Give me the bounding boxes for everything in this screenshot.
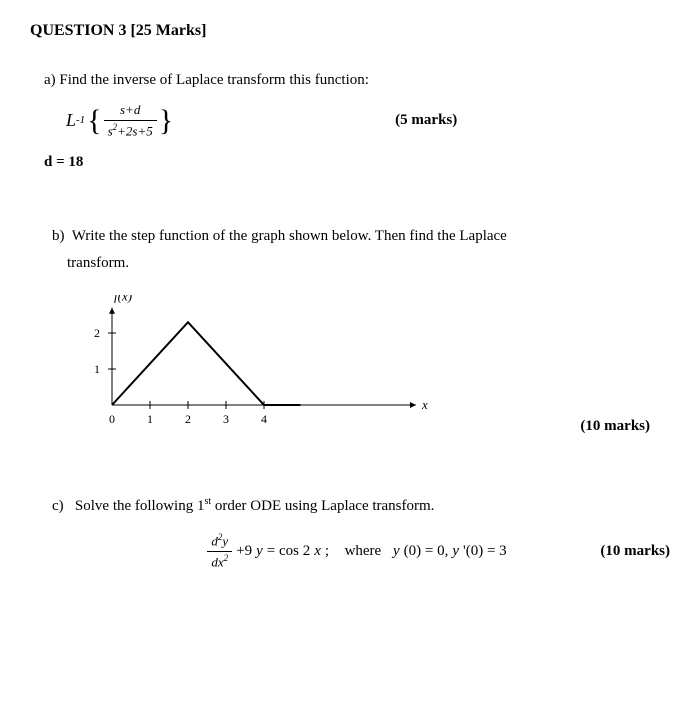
ode-den: dx2 <box>207 552 232 572</box>
svg-text:1: 1 <box>94 362 100 376</box>
fraction: s+d s2+2s+5 <box>104 101 157 140</box>
cond1-y: y <box>393 541 400 562</box>
laplace-L: L <box>66 108 76 133</box>
laplace-exp: -1 <box>76 113 85 128</box>
part-b-prompt: b) Write the step function of the graph … <box>52 223 662 277</box>
part-c-text2: order ODE using Laplace transform. <box>211 498 434 514</box>
ode-eq: = cos 2 <box>267 541 310 562</box>
graph: 2101234f(x)x (10 marks) <box>72 295 432 435</box>
part-a-marks: (5 marks) <box>395 110 457 131</box>
cond2: '(0) = 3 <box>463 541 507 562</box>
left-brace: { <box>87 106 101 136</box>
part-c: c) Solve the following 1st order ODE usi… <box>52 495 662 571</box>
ode-fraction: d2y dx2 <box>207 531 232 571</box>
d-value: d = 18 <box>44 152 662 173</box>
part-a: a) Find the inverse of Laplace transform… <box>30 70 662 173</box>
ode-semi: ; <box>325 541 329 562</box>
svg-text:0: 0 <box>109 412 115 426</box>
graph-svg: 2 1 0 1 2 3 4 f(x) x <box>72 295 432 435</box>
part-b-label: b) <box>52 228 65 244</box>
part-c-label: c) <box>52 498 64 514</box>
part-b-text1: Write the step function of the graph sho… <box>72 228 507 244</box>
part-b-text2: transform. <box>67 255 129 271</box>
ode-den-exp: 2 <box>224 553 229 563</box>
ode-num: d2y <box>207 531 232 552</box>
right-brace: } <box>159 106 173 136</box>
svg-text:2: 2 <box>185 412 191 426</box>
part-a-formula: L-1 { s+d s2+2s+5 } <box>66 101 175 140</box>
ode-formula: d2y dx2 +9y = cos 2x ; where y(0) = 0, y… <box>207 531 506 571</box>
ode-where: where <box>345 541 382 562</box>
svg-text:2: 2 <box>94 326 100 340</box>
part-a-formula-row: L-1 { s+d s2+2s+5 } (5 marks) <box>66 101 662 140</box>
ode-dx: dx <box>211 554 223 569</box>
ode-xvar: x <box>314 541 321 562</box>
svg-text:4: 4 <box>261 412 267 426</box>
svg-text:3: 3 <box>223 412 229 426</box>
ode-plus: +9 <box>236 541 252 562</box>
part-a-prompt: a) Find the inverse of Laplace transform… <box>44 70 662 91</box>
part-b-marks: (10 marks) <box>580 416 650 437</box>
part-c-marks: (10 marks) <box>600 541 670 562</box>
part-b: b) Write the step function of the graph … <box>52 223 662 435</box>
fraction-num: s+d <box>104 101 157 120</box>
ode-yvar: y <box>256 541 263 562</box>
part-c-text: Solve the following 1 <box>75 498 205 514</box>
cond1: (0) = 0, <box>404 541 449 562</box>
question-heading: QUESTION 3 [25 Marks] <box>30 20 662 42</box>
svg-text:1: 1 <box>147 412 153 426</box>
svg-text:x: x <box>421 397 428 412</box>
cond2-y: y <box>452 541 459 562</box>
svg-text:f(x): f(x) <box>114 295 132 304</box>
part-c-prompt: c) Solve the following 1st order ODE usi… <box>52 495 662 517</box>
ode-row: d2y dx2 +9y = cos 2x ; where y(0) = 0, y… <box>52 531 662 571</box>
ode-y: y <box>222 533 228 548</box>
fraction-den: s2+2s+5 <box>104 121 157 141</box>
den-rest: +2s+5 <box>117 123 153 138</box>
